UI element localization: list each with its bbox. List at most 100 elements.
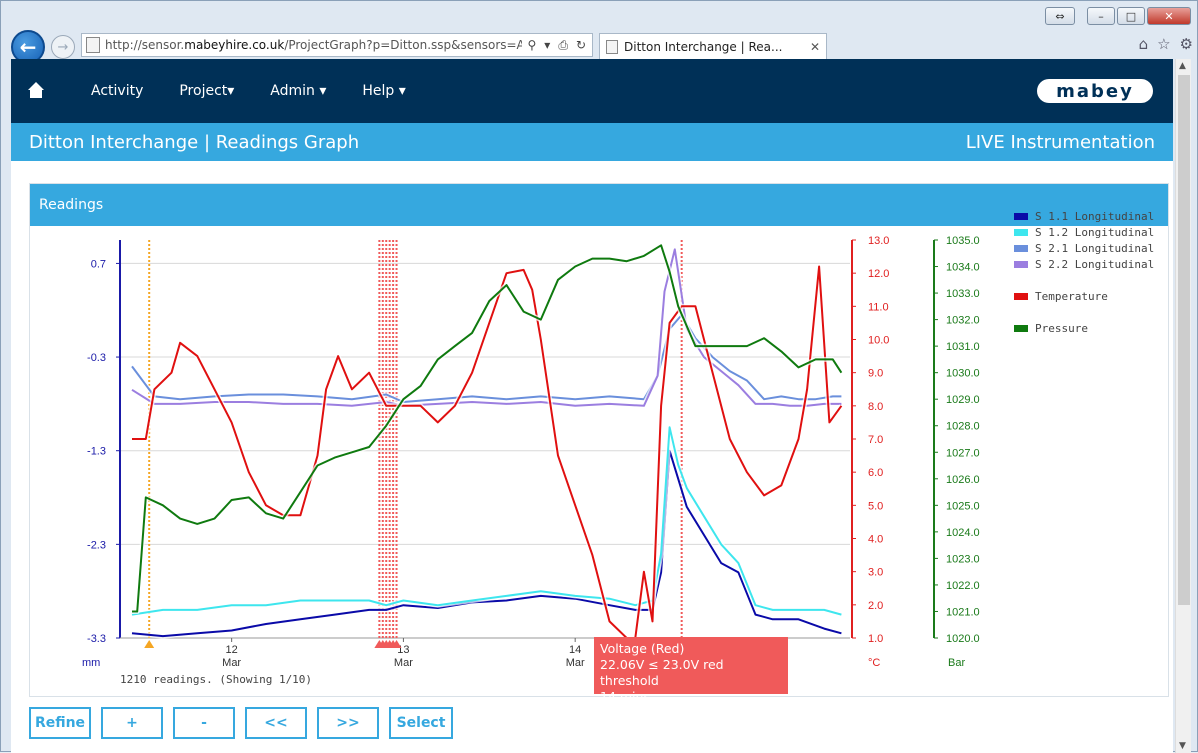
browser-tab[interactable]: Ditton Interchange | Rea... ✕	[599, 33, 827, 59]
series-line-temperature	[132, 265, 843, 639]
temperature-axis-tick-label: 5.0	[868, 500, 883, 512]
legend-item-s-2-2-longitudinal[interactable]: S 2.2 Longitudinal	[1014, 256, 1154, 272]
orange-marker-triangle	[144, 640, 155, 648]
home-nav-icon[interactable]	[27, 82, 45, 100]
scroll-down-icon[interactable]: ▼	[1179, 741, 1186, 751]
pressure-axis-tick-label: 1033.0	[946, 288, 980, 300]
restore-arrows-icon[interactable]: ⇔	[1045, 7, 1075, 25]
left-axis-tick-label: -0.3	[87, 352, 106, 364]
left-axis-unit: mm	[82, 657, 100, 669]
compat-icon[interactable]: ⎙	[558, 37, 568, 52]
x-axis-day-label: 12	[226, 644, 238, 656]
dropdown-icon[interactable]: ▾	[544, 37, 551, 52]
series-line-halo-s-1-2-longitudinal	[131, 424, 843, 618]
legend-item-s-2-1-longitudinal[interactable]: S 2.1 Longitudinal	[1014, 240, 1154, 256]
legend-swatch	[1014, 212, 1028, 220]
temperature-axis-tick-label: 4.0	[868, 534, 883, 546]
favorites-star-icon[interactable]: ☆	[1157, 35, 1171, 53]
page-title: Ditton Interchange | Readings Graph	[29, 131, 360, 153]
series-line-s-1-1-longitudinal	[131, 449, 842, 638]
pressure-axis-tick-label: 1031.0	[946, 341, 980, 353]
temperature-axis-tick-label: 10.0	[868, 335, 889, 347]
tab-close-icon[interactable]: ✕	[809, 39, 820, 54]
pressure-axis-tick-label: 1021.0	[946, 606, 980, 618]
temperature-axis-tick-label: 1.0	[868, 633, 883, 645]
temperature-axis-tick-label: 12.0	[868, 268, 889, 280]
temperature-axis-tick-label: 7.0	[868, 434, 883, 446]
left-axis-tick-label: -1.3	[87, 446, 106, 458]
temperature-axis-tick-label: 8.0	[868, 401, 883, 413]
series-line-s-2-2-longitudinal	[131, 248, 842, 407]
graph-controls: Refine + - << >> Select	[29, 707, 453, 739]
nav-project[interactable]: Project▾	[179, 83, 235, 99]
nav-activity[interactable]: Activity	[91, 83, 144, 99]
x-axis-day-label: 14	[569, 644, 581, 656]
red-marker-triangle	[391, 640, 402, 648]
minimize-button[interactable]: –	[1087, 7, 1115, 25]
address-bar[interactable]: http://sensor.mabeyhire.co.uk/ProjectGra…	[81, 33, 593, 57]
back-button[interactable]: ←	[11, 30, 45, 64]
legend-item-s-1-1-longitudinal[interactable]: S 1.1 Longitudinal	[1014, 208, 1154, 224]
back-arrow-icon: ←	[19, 35, 37, 59]
tab-page-icon	[606, 39, 618, 54]
pressure-axis-tick-label: 1022.0	[946, 580, 980, 592]
previous-button[interactable]: <<	[245, 707, 307, 739]
maximize-button[interactable]: □	[1117, 7, 1145, 25]
pressure-axis-tick-label: 1029.0	[946, 394, 980, 406]
readings-panel-title: Readings	[30, 184, 1168, 226]
vertical-scrollbar[interactable]: ▲ ▼	[1175, 59, 1191, 753]
select-button[interactable]: Select	[389, 707, 453, 739]
legend-item-pressure[interactable]: Pressure	[1014, 320, 1154, 336]
zoom-in-button[interactable]: +	[101, 707, 163, 739]
temperature-axis-tick-label: 13.0	[868, 235, 889, 247]
legend-label: S 2.2 Longitudinal	[1035, 257, 1155, 271]
close-window-button[interactable]: ✕	[1147, 7, 1191, 25]
x-axis-month-label: Mar	[222, 657, 241, 669]
series-line-halo-temperature	[132, 264, 844, 641]
legend-label: S 1.1 Longitudinal	[1035, 209, 1155, 223]
pressure-axis-tick-label: 1034.0	[946, 262, 980, 274]
legend-swatch	[1014, 228, 1028, 236]
live-instrumentation-label: LIVE Instrumentation	[965, 131, 1155, 153]
temperature-axis-tick-label: 3.0	[868, 567, 883, 579]
legend-swatch	[1014, 244, 1028, 252]
top-navigation: Activity Project▾ Admin ▾ Help ▾ mabey	[11, 59, 1173, 123]
legend-label: Pressure	[1035, 321, 1088, 335]
legend-spacer	[1014, 304, 1154, 320]
pressure-axis-tick-label: 1024.0	[946, 527, 980, 539]
nav-help[interactable]: Help ▾	[362, 83, 406, 99]
refresh-icon[interactable]: ↻	[575, 37, 586, 52]
forward-arrow-icon: →	[57, 39, 69, 55]
voltage-tooltip: Voltage (Red) 22.06V ≤ 23.0V red thresho…	[594, 637, 788, 704]
series-line-pressure	[132, 244, 843, 613]
pressure-axis-tick-label: 1026.0	[946, 474, 980, 486]
legend-item-temperature[interactable]: Temperature	[1014, 288, 1154, 304]
refine-button[interactable]: Refine	[29, 707, 91, 739]
legend-swatch	[1014, 292, 1028, 300]
next-button[interactable]: >>	[317, 707, 379, 739]
readings-panel: Readings 0.7 -0.3 -1.3 -2.3 -3.3 mm 13.0 12.0 11…	[29, 183, 1169, 704]
readings-chart[interactable]: 0.7 -0.3 -1.3 -2.3 -3.3 mm 13.0 12.0 11.0 10.0 9.0…	[30, 226, 1168, 696]
legend-item-s-1-2-longitudinal[interactable]: S 1.2 Longitudinal	[1014, 224, 1154, 240]
left-axis-tick-label: 0.7	[91, 258, 106, 270]
nav-admin[interactable]: Admin ▾	[270, 83, 327, 99]
page-icon	[86, 37, 100, 53]
readings-count-label: 1210 readings. (Showing 1/10)	[120, 673, 312, 686]
url-text[interactable]: http://sensor.mabeyhire.co.uk/ProjectGra…	[105, 38, 522, 52]
page-viewport: Activity Project▾ Admin ▾ Help ▾ mabey D…	[11, 59, 1173, 753]
legend-label: Temperature	[1035, 289, 1108, 303]
pressure-axis-tick-label: 1027.0	[946, 447, 980, 459]
zoom-out-button[interactable]: -	[173, 707, 235, 739]
search-icon[interactable]: ⚲	[527, 37, 537, 52]
legend-label: S 1.2 Longitudinal	[1035, 225, 1155, 239]
series-line-s-1-2-longitudinal	[131, 426, 842, 616]
settings-gear-icon[interactable]: ⚙	[1179, 35, 1193, 53]
scroll-up-icon[interactable]: ▲	[1179, 61, 1186, 71]
home-icon[interactable]: ⌂	[1138, 35, 1149, 53]
mabey-logo[interactable]: mabey	[1037, 79, 1153, 103]
temperature-axis-tick-label: 6.0	[868, 467, 883, 479]
scroll-thumb[interactable]	[1178, 75, 1190, 605]
pressure-axis-tick-label: 1025.0	[946, 500, 980, 512]
forward-button[interactable]: →	[51, 35, 75, 59]
